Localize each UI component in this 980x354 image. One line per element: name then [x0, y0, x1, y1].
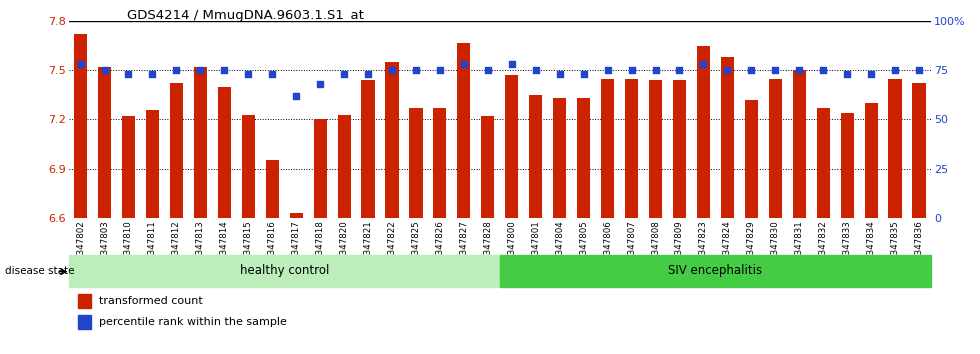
Text: percentile rank within the sample: percentile rank within the sample [99, 317, 287, 327]
Point [145, 72, 161, 77]
Point [839, 72, 855, 77]
Bar [721, 57, 734, 218]
Bar [601, 79, 614, 218]
Bar [74, 34, 87, 218]
Bar [170, 84, 183, 218]
Bar [553, 98, 566, 218]
Point [313, 81, 328, 87]
Point [265, 72, 280, 77]
Bar [673, 80, 686, 218]
Bar [889, 79, 902, 218]
Bar [78, 315, 91, 329]
Point [600, 68, 615, 73]
Bar [697, 46, 710, 218]
Point [792, 68, 808, 73]
Point [528, 68, 544, 73]
Bar [266, 160, 278, 218]
Point [408, 68, 423, 73]
Point [336, 72, 352, 77]
Point [504, 62, 519, 67]
Bar [314, 119, 326, 218]
Bar [410, 108, 422, 218]
Point [169, 68, 184, 73]
Point [767, 68, 783, 73]
Text: GDS4214 / MmugDNA.9603.1.S1_at: GDS4214 / MmugDNA.9603.1.S1_at [127, 9, 365, 22]
Point [361, 72, 376, 77]
Point [552, 72, 567, 77]
Point [648, 68, 663, 73]
Point [911, 68, 927, 73]
Point [815, 68, 831, 73]
Bar [506, 75, 518, 218]
Bar [793, 70, 806, 218]
Point [576, 72, 592, 77]
Point [480, 68, 496, 73]
Bar [218, 87, 231, 218]
Bar [745, 100, 758, 218]
Bar [146, 110, 159, 218]
Bar [481, 116, 494, 218]
Point [744, 68, 760, 73]
Bar [362, 80, 374, 218]
Bar [649, 80, 662, 218]
Point [863, 72, 879, 77]
Text: SIV encephalitis: SIV encephalitis [668, 264, 762, 277]
Point [719, 68, 735, 73]
Bar [98, 67, 111, 218]
Point [288, 93, 304, 99]
Bar [816, 108, 830, 218]
Bar [290, 213, 303, 218]
Point [432, 68, 448, 73]
Bar [78, 294, 91, 308]
Bar [122, 116, 135, 218]
Point [121, 72, 136, 77]
Bar [385, 62, 399, 218]
Point [240, 72, 256, 77]
Bar [433, 108, 447, 218]
Point [384, 68, 400, 73]
Bar [864, 103, 878, 218]
Bar [577, 98, 590, 218]
Point [192, 68, 208, 73]
Point [456, 62, 471, 67]
Bar [912, 84, 925, 218]
Point [217, 68, 232, 73]
Bar [337, 115, 351, 218]
Point [97, 68, 113, 73]
Text: disease state: disease state [5, 266, 74, 276]
Bar [500, 255, 931, 287]
Bar [529, 95, 542, 218]
Bar [625, 79, 638, 218]
Point [671, 68, 687, 73]
Bar [768, 79, 782, 218]
Text: transformed count: transformed count [99, 296, 203, 306]
Bar [841, 113, 854, 218]
Bar [69, 255, 500, 287]
Point [887, 68, 903, 73]
Point [73, 62, 88, 67]
Bar [458, 42, 470, 218]
Bar [194, 67, 207, 218]
Point [696, 62, 711, 67]
Text: healthy control: healthy control [239, 264, 329, 277]
Bar [242, 115, 255, 218]
Point [623, 68, 639, 73]
